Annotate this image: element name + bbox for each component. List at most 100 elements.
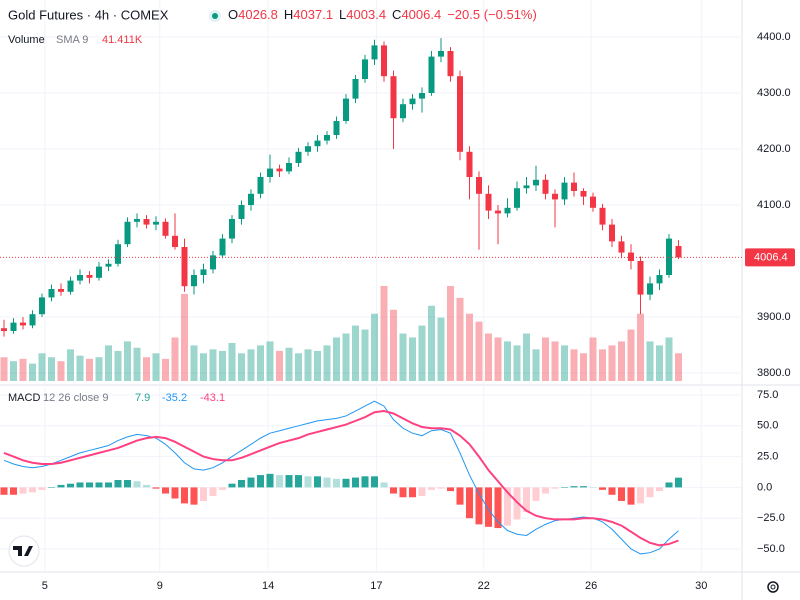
volume-bar <box>437 317 445 381</box>
x-tick-label: 9 <box>157 580 163 592</box>
candle-body <box>10 322 17 331</box>
candle-body <box>580 191 587 197</box>
volume-bar <box>29 363 36 381</box>
ohlc-value: 4003.4 <box>346 7 386 22</box>
tradingview-logo[interactable] <box>8 535 40 567</box>
macd-histogram-bar <box>627 487 635 505</box>
legend: Gold Futures · 4h · COMEX O4026.8 H4037.1… <box>8 7 537 403</box>
macd-histogram-bar <box>399 487 407 498</box>
volume-bar <box>551 341 559 381</box>
ohlc-key: H <box>284 7 293 22</box>
macd-histogram-bar <box>152 487 160 489</box>
macd-histogram-bar <box>114 480 122 488</box>
macd-histogram-bar <box>409 487 416 498</box>
x-tick-label: 22 <box>478 580 490 592</box>
volume-bar <box>48 357 55 381</box>
settings-button[interactable] <box>767 581 779 593</box>
candle-body <box>200 269 207 275</box>
macd-histogram-bar <box>504 487 511 526</box>
ohlc-value: 4037.1 <box>293 7 333 22</box>
volume-bar <box>561 345 568 381</box>
candle-body <box>314 140 321 147</box>
volume-bar <box>209 349 217 381</box>
ohlc-value: 4026.8 <box>238 7 278 22</box>
volume-bar <box>466 313 473 381</box>
candle-body <box>210 255 216 270</box>
candle-body <box>276 168 283 172</box>
macd-histogram-bar <box>0 487 8 495</box>
volume-bar <box>428 305 435 381</box>
volume-bar <box>105 345 112 381</box>
macd-histogram-bar <box>494 487 502 529</box>
candle-body <box>419 93 425 99</box>
macd-histogram-bar <box>665 482 673 488</box>
macd-histogram-bar <box>637 487 644 504</box>
candle-body <box>599 207 606 225</box>
macd-histogram-bar <box>276 475 283 488</box>
macd-histogram-bar <box>333 478 340 488</box>
volume-bar <box>447 286 454 381</box>
x-tick-label: 17 <box>370 580 382 592</box>
volume-bar <box>304 349 312 381</box>
candle-body <box>295 151 302 163</box>
candle-body <box>48 289 55 298</box>
volume-bar <box>361 329 369 381</box>
volume-bar <box>352 325 359 381</box>
volume-bar <box>475 321 483 381</box>
volume-bar <box>333 337 340 381</box>
candle-body <box>77 275 83 281</box>
candle-body <box>124 221 131 245</box>
macd-histogram-bar <box>171 487 179 499</box>
volume-bar <box>38 353 46 381</box>
macd-histogram-bar <box>247 477 255 488</box>
volume-sma-value: 41.411K <box>102 34 143 46</box>
candle-body <box>238 205 245 219</box>
macd-histogram-bar <box>228 483 236 488</box>
candle-body <box>219 238 226 256</box>
macd-histogram-bar <box>95 482 103 488</box>
candle-body <box>257 177 264 194</box>
candle-body <box>172 235 178 247</box>
candle-body <box>523 185 530 189</box>
macd-histogram-bar <box>200 487 207 501</box>
volume-bar <box>399 333 407 381</box>
candle-body <box>618 241 625 253</box>
macd-histogram-bar <box>466 487 473 519</box>
gear-hub <box>770 584 776 590</box>
candle-body <box>476 177 482 194</box>
macd-histogram-bar <box>561 487 568 488</box>
volume-bar <box>247 349 255 381</box>
macd-line-value: -35.2 <box>162 392 187 404</box>
macd-histogram-bar <box>38 487 46 490</box>
volume-bar <box>656 345 663 381</box>
volume-bar <box>181 293 188 381</box>
y-tick-label: 4100.0 <box>757 199 791 211</box>
volume-bar <box>485 333 492 381</box>
candle-body <box>542 179 549 194</box>
candle-body <box>666 238 672 275</box>
candle-body <box>675 245 682 258</box>
macd-histogram-bar <box>532 487 540 501</box>
macd-histogram-bar <box>542 487 549 494</box>
macd-histogram-bar <box>390 487 397 494</box>
volume-bar <box>494 337 502 381</box>
candle-body <box>286 163 292 172</box>
macd-signal-value: -43.1 <box>200 392 225 404</box>
macd-histogram-bar <box>475 487 483 525</box>
volume-bar <box>646 341 654 381</box>
macd-histogram-bar <box>323 477 331 488</box>
candle-body <box>324 135 330 141</box>
macd-histogram-bar <box>523 487 530 513</box>
volume-bar <box>95 357 103 381</box>
candle-body <box>400 104 406 119</box>
y2-tick-label: 75.0 <box>757 389 778 401</box>
volume-bar <box>266 341 274 381</box>
volume-bar <box>238 353 245 381</box>
candle-body <box>362 59 368 79</box>
volume-bar <box>409 337 416 381</box>
macd-histogram-bar <box>380 482 388 488</box>
macd-histogram-bar <box>76 482 84 488</box>
volume-bar <box>342 333 350 381</box>
volume-bar <box>276 350 283 381</box>
